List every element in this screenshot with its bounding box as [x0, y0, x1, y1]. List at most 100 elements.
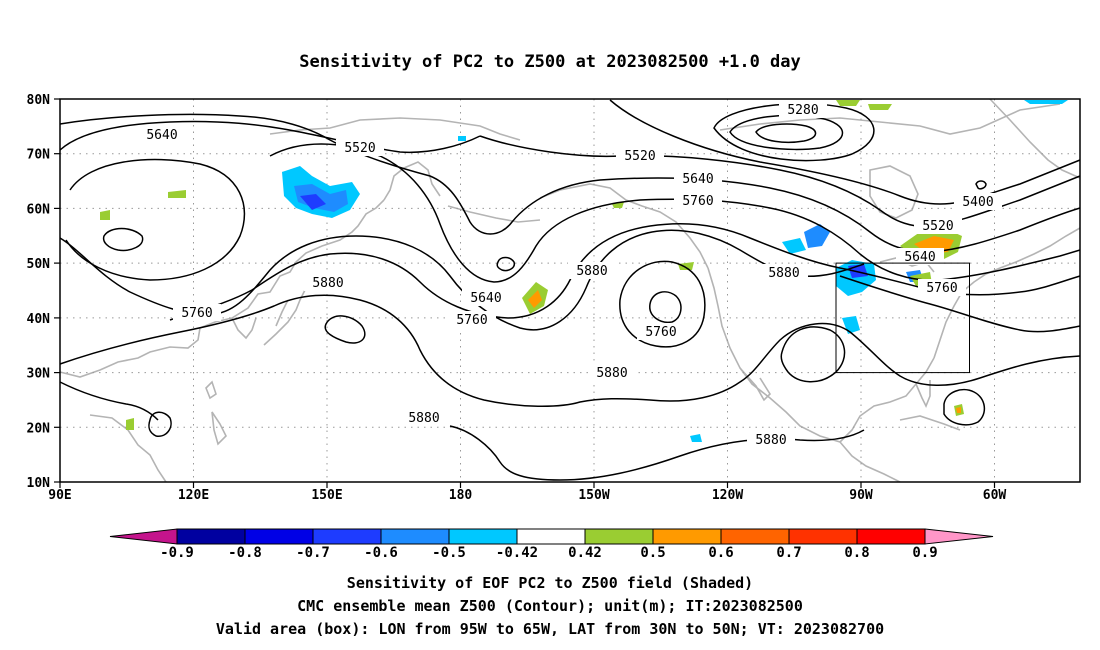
greenland-coast	[989, 98, 1081, 179]
lon-label-90e: 90E	[48, 488, 71, 503]
map-panel: 5640 5520 5520 5280 5400 5640 5760 5520 …	[27, 93, 1081, 503]
contour-5760-east-trough	[839, 275, 1081, 333]
shade-negative-central-canada-2	[804, 224, 830, 248]
hudson-bay	[869, 165, 919, 219]
lat-labels: 80N 70N 60N 50N 40N 30N 20N 10N	[27, 93, 51, 491]
gridlines	[60, 99, 1080, 482]
contour-5280-ring1	[729, 114, 843, 151]
colorbar-tick-4: -0.6	[364, 545, 398, 561]
lon-label-120e: 120E	[178, 488, 209, 503]
colorbar-segment	[856, 528, 926, 545]
contour-small-ring-east	[975, 180, 987, 190]
kamchatka-coast	[383, 161, 441, 201]
colorbar-segment	[788, 528, 858, 545]
contour-label-18: 5880	[596, 366, 627, 381]
colorbar-tick-2: -0.8	[228, 545, 262, 561]
colorbar-tick-1: -0.9	[160, 545, 194, 561]
contour-labels: 5640 5520 5520 5280 5400 5640 5760 5520 …	[138, 101, 1002, 448]
great-lakes	[879, 257, 935, 273]
contour-label-15: 5760	[456, 313, 487, 328]
contour-5880-sw	[59, 381, 159, 421]
lon-label-90w: 90W	[849, 488, 873, 503]
contour-5760-small-ring	[102, 227, 144, 252]
lat-label-50n: 50N	[27, 257, 51, 272]
shade-negative-kamchatka-inner	[300, 194, 326, 210]
korea-coast	[231, 317, 257, 340]
lat-tick-marks	[54, 98, 60, 483]
lat-label-20n: 20N	[27, 421, 51, 436]
contour-label-17: 5760	[181, 306, 212, 321]
lat-label-70n: 70N	[27, 148, 51, 163]
shade-positive-mongolia	[100, 210, 110, 220]
contour-label-4: 5280	[787, 103, 818, 118]
contour-5880-sub-ring	[324, 315, 366, 344]
contour-5880-south	[59, 294, 1081, 407]
caption-line-1: Sensitivity of EOF PC2 to Z500 field (Sh…	[347, 574, 753, 592]
shade-negative-okhotsk	[282, 168, 308, 180]
alaska-coast	[539, 183, 709, 269]
lon-tick-marks	[59, 482, 996, 488]
colorbar-tick-10: 0.7	[776, 545, 801, 561]
colorbar: -0.9 -0.8 -0.7 -0.6 -0.5 -0.42 0.42 0.5 …	[109, 528, 994, 561]
lon-label-150w: 150W	[578, 488, 609, 503]
baja-coast	[739, 367, 772, 402]
na-east-coast	[933, 227, 1081, 359]
caption-line-3: Valid area (box): LON from 95W to 65W, L…	[216, 620, 884, 638]
aleutian-chain	[447, 205, 541, 223]
lon-label-180: 180	[449, 488, 473, 503]
colorbar-segment	[448, 528, 518, 545]
contour-label-16: 5880	[312, 276, 343, 291]
colorbar-tick-8: 0.5	[640, 545, 665, 561]
caption: Sensitivity of EOF PC2 to Z500 field (Sh…	[216, 574, 884, 638]
contour-label-13: 5760	[645, 325, 676, 340]
colorbar-segment	[720, 528, 790, 545]
lat-label-10n: 10N	[27, 476, 51, 491]
contour-5760-north	[269, 143, 1081, 283]
contour-label-20: 5880	[755, 433, 786, 448]
shade-positive-siberia	[168, 190, 186, 198]
colorbar-segment	[380, 528, 450, 545]
shade-positive-south-china	[126, 418, 134, 430]
colorbar-tick-labels: -0.9 -0.8 -0.7 -0.6 -0.5 -0.42 0.42 0.5 …	[160, 545, 938, 561]
colorbar-tick-6: -0.42	[496, 545, 538, 561]
caption-line-2: CMC ensemble mean Z500 (Contour); unit(m…	[297, 597, 803, 615]
contour-small-ring-sibir	[496, 256, 516, 272]
colorbar-segments	[109, 528, 994, 545]
valid-area-box	[835, 262, 970, 374]
lon-label-60w: 60W	[983, 488, 1007, 503]
contour-label-19: 5880	[408, 411, 439, 426]
colorbar-segment	[109, 528, 178, 545]
lon-labels: 90E 120E 150E 180 150W 120W 90W 60W	[48, 488, 1006, 503]
contour-label-7: 5760	[682, 194, 713, 209]
shade-positive-north-pacific-core	[528, 290, 542, 308]
contour-5760-siberia-ring	[65, 158, 246, 281]
contour-5280-ring2	[713, 103, 875, 162]
colorbar-tick-11: 0.8	[844, 545, 869, 561]
lon-label-120w: 120W	[712, 488, 743, 503]
contour-5880-subtropics	[449, 425, 865, 481]
colorbar-tick-3: -0.7	[296, 545, 330, 561]
contour-label-3: 5520	[624, 149, 655, 164]
contour-label-8: 5520	[922, 219, 953, 234]
map-frame	[59, 98, 1081, 483]
shade-positive-arctic	[836, 100, 892, 110]
colorbar-segment	[584, 528, 654, 545]
lat-label-80n: 80N	[27, 93, 51, 108]
colorbar-tick-9: 0.6	[708, 545, 733, 561]
contour-label-11: 5880	[768, 266, 799, 281]
contour-label-9: 5640	[904, 250, 935, 265]
shade-negative-hawaii	[690, 434, 702, 442]
figure-title: Sensitivity of PC2 to Z500 at 2023082500…	[299, 52, 801, 72]
japan-coast	[263, 287, 307, 346]
contour-label-14: 5640	[470, 291, 501, 306]
gulf-coast	[839, 357, 935, 443]
indochina-coast	[89, 414, 167, 483]
florida-coast	[915, 380, 931, 408]
colorbar-segment	[516, 528, 586, 545]
colorbar-segment	[244, 528, 314, 545]
lat-label-40n: 40N	[27, 312, 51, 327]
colorbar-segment	[924, 528, 994, 545]
lat-label-60n: 60N	[27, 202, 51, 217]
lat-label-30n: 30N	[27, 367, 51, 382]
